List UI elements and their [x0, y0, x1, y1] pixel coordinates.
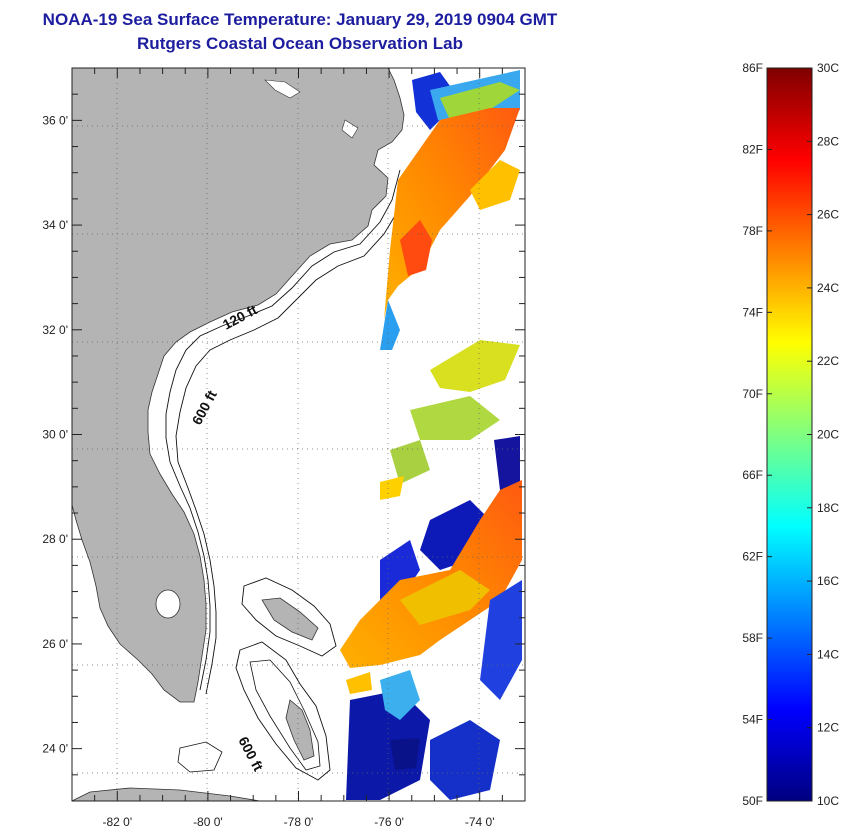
colorbar-f-label: 82F	[742, 142, 763, 156]
colorbar-c-label: 20C	[817, 428, 839, 442]
map-title: NOAA-19 Sea Surface Temperature: January…	[42, 10, 558, 29]
colorbar-c-label: 12C	[817, 721, 839, 735]
colorbar-f-label: 66F	[742, 468, 763, 482]
colorbar-c-label: 26C	[817, 208, 839, 222]
lon-tick-label: -82 0'	[102, 815, 132, 829]
sst-swath	[340, 70, 522, 800]
sound-marks	[341, 119, 359, 139]
colorbar-f-label: 70F	[742, 387, 763, 401]
lat-tick-label: 24 0'	[42, 742, 68, 756]
colorbar-f-label: 74F	[742, 305, 763, 319]
map-subtitle: Rutgers Coastal Ocean Observation Lab	[137, 34, 463, 53]
graticule	[72, 68, 525, 801]
lake-okeechobee	[155, 589, 181, 619]
colorbar-c-label: 24C	[817, 281, 839, 295]
cay-sal-bank	[177, 741, 223, 773]
lon-tick-label: -76 0'	[374, 815, 404, 829]
lat-tick-label: 26 0'	[42, 637, 68, 651]
colorbar-c-label: 16C	[817, 574, 839, 588]
colorbar-f-label: 62F	[742, 550, 763, 564]
lon-tick-label: -80 0'	[193, 815, 223, 829]
us-east-coast-land	[72, 68, 405, 703]
colorbar-c-label: 22C	[817, 354, 839, 368]
cuba-land	[72, 787, 261, 801]
lon-tick-label: -74 0'	[465, 815, 495, 829]
lat-tick-label: 32 0'	[42, 323, 68, 337]
lat-tick-label: 36 0'	[42, 113, 68, 127]
lake-marks	[264, 79, 301, 99]
lat-tick-label: 34 0'	[42, 218, 68, 232]
colorbar-f-label: 86F	[742, 61, 763, 75]
colorbar-f-label: 58F	[742, 631, 763, 645]
colorbar-f-label: 78F	[742, 224, 763, 238]
map-panel	[72, 68, 525, 801]
axis-ticks: -82 0' -80 0' -78 0' -76 0' -74 0' 36 0' 34 0'…	[42, 67, 526, 829]
lat-tick-label: 30 0'	[42, 428, 68, 442]
colorbar-c-label: 10C	[817, 794, 839, 808]
colorbar-f-label: 50F	[742, 794, 763, 808]
colorbar-c-label: 28C	[817, 134, 839, 148]
lon-tick-label: -78 0'	[284, 815, 314, 829]
colorbar-c-label: 18C	[817, 501, 839, 515]
colorbar	[766, 67, 813, 802]
lat-tick-label: 28 0'	[42, 532, 68, 546]
colorbar-c-label: 14C	[817, 647, 839, 661]
contour-600ft	[175, 189, 405, 695]
colorbar-c-label: 30C	[817, 61, 839, 75]
colorbar-f-label: 54F	[742, 713, 763, 727]
colorbar-ticks: 86F 82F 78F 74F 70F 66F 62F 58F 54F 50F 30C 28C 26C 2…	[742, 61, 839, 808]
contour-120ft	[165, 169, 401, 691]
bahamas	[235, 577, 337, 781]
